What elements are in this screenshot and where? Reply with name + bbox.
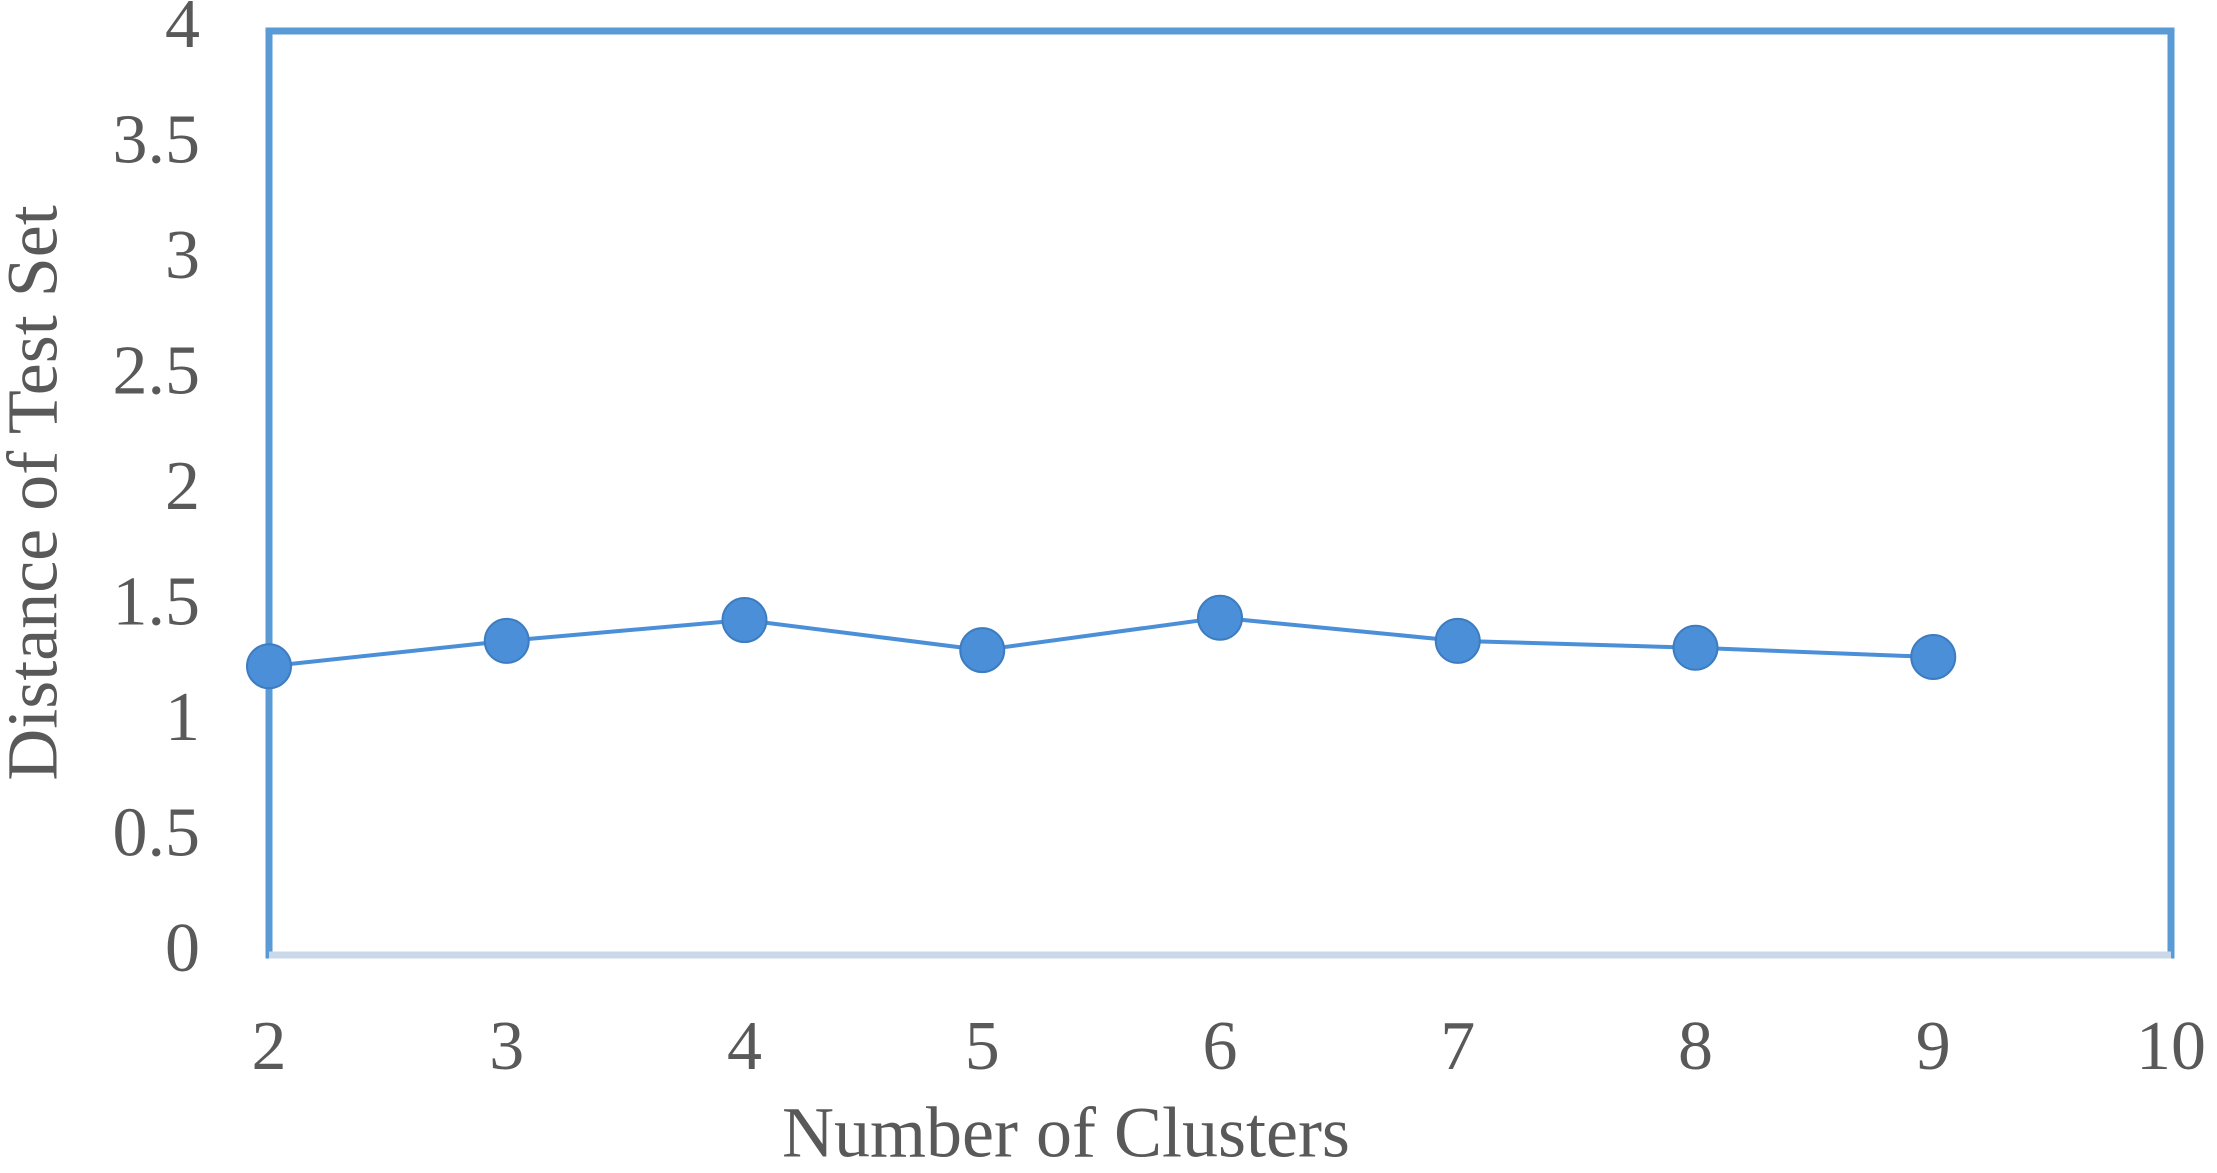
data-point bbox=[1910, 634, 1957, 681]
x-tick-label: 5 bbox=[965, 1008, 1000, 1085]
y-tick-label: 2.5 bbox=[113, 333, 201, 410]
data-point bbox=[1672, 624, 1719, 671]
y-tick-label: 3 bbox=[165, 217, 200, 294]
data-point bbox=[1434, 617, 1481, 664]
y-tick-label: 0.5 bbox=[113, 795, 201, 872]
x-tick-label: 7 bbox=[1440, 1008, 1475, 1085]
y-tick-label: 1.5 bbox=[113, 564, 201, 641]
data-point bbox=[246, 643, 292, 690]
y-tick-label: 0 bbox=[165, 910, 200, 987]
y-tick-label: 3.5 bbox=[113, 102, 201, 179]
data-point bbox=[1197, 594, 1243, 641]
data-point bbox=[721, 597, 768, 644]
data-point bbox=[959, 627, 1006, 674]
plot-frame bbox=[265, 27, 2175, 959]
x-tick-label: 10 bbox=[2136, 1008, 2206, 1085]
data-point bbox=[483, 617, 530, 664]
x-tick-label: 3 bbox=[489, 1008, 524, 1085]
x-axis-title: Number of Clusters bbox=[782, 1093, 1350, 1173]
y-tick-label: 2 bbox=[165, 448, 200, 525]
y-axis-title: Distance of Test Set bbox=[0, 205, 73, 781]
x-tick-label: 9 bbox=[1916, 1008, 1951, 1085]
x-tick-label: 2 bbox=[252, 1008, 287, 1085]
x-tick-label: 8 bbox=[1678, 1008, 1713, 1085]
series-line bbox=[268, 615, 1934, 669]
x-tick-label: 6 bbox=[1203, 1008, 1238, 1085]
y-tick-label: 1 bbox=[165, 679, 200, 756]
y-tick-label: 4 bbox=[165, 0, 200, 63]
x-tick-label: 4 bbox=[727, 1008, 762, 1085]
